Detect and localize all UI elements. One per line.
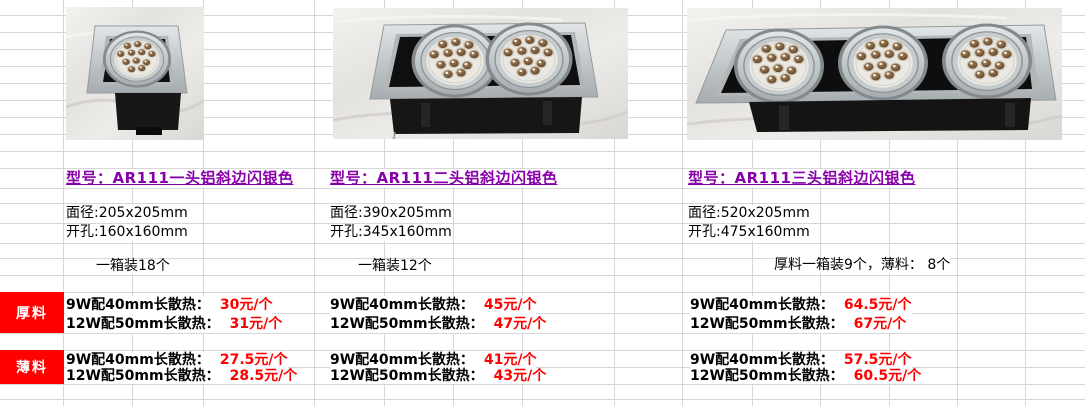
price-row: 9W配40mm长散热： 57.5元/个 (690, 352, 912, 368)
price-row: 9W配40mm长散热： 41元/个 (330, 352, 537, 368)
grid-hline (0, 243, 1085, 244)
ar111-2-head-downlight-photo (333, 8, 628, 139)
price-value: 47元/个 (493, 316, 547, 332)
packing-qty: 厚料一箱装9个，薄料： 8个 (774, 257, 951, 273)
grid-hline (0, 223, 1085, 224)
cutout-size: 开孔:160x160mm (66, 224, 188, 241)
lamp-head (410, 23, 500, 99)
price-label: 12W配50mm长散热： (66, 316, 220, 332)
grid-hline (0, 384, 1085, 385)
price-label: 9W配40mm长散热： (66, 352, 210, 368)
grid-hline (0, 313, 1085, 314)
price-value: 45元/个 (483, 297, 537, 313)
model-title: 型号：AR111一头铝斜边闪银色 (66, 169, 294, 187)
price-value: 57.5元/个 (843, 352, 912, 368)
cutout-size: 开孔:475x160mm (688, 224, 810, 241)
model-title: 型号：AR111三头铝斜边闪银色 (688, 169, 916, 187)
grid-hline (0, 399, 1085, 400)
lamp-head (941, 22, 1033, 100)
lamp-head (484, 21, 574, 97)
price-value: 28.5元/个 (229, 368, 298, 384)
price-label: 9W配40mm长散热： (690, 352, 834, 368)
price-row: 9W配40mm长散热： 27.5元/个 (66, 352, 288, 368)
fixture-housing (749, 98, 1031, 132)
lamp-head (102, 29, 172, 89)
price-label: 9W配40mm长散热： (66, 297, 210, 313)
grid-hline (0, 333, 1085, 334)
price-row: 12W配50mm长散热： 43元/个 (330, 368, 547, 384)
grid-hline (0, 292, 1085, 293)
ar111-1-head-downlight-photo (66, 7, 204, 140)
price-value: 27.5元/个 (219, 352, 288, 368)
thick-material-label: 厚料 (0, 292, 64, 333)
price-row: 12W配50mm长散热： 28.5元/个 (66, 368, 298, 384)
face-size: 面径:390x205mm (330, 205, 452, 222)
packing-qty: 一箱装18个 (96, 258, 170, 274)
grid-hline (0, 168, 1085, 169)
grid-hline (0, 367, 1085, 368)
packing-qty: 一箱装12个 (358, 258, 432, 274)
face-size: 面径:205x205mm (66, 205, 188, 222)
price-value: 67元/个 (853, 316, 907, 332)
price-label: 12W配50mm长散热： (330, 368, 484, 384)
price-row: 9W配40mm长散热： 30元/个 (66, 296, 273, 314)
price-label: 12W配50mm长散热： (690, 368, 844, 384)
grid-hline (0, 151, 1085, 152)
price-label: 9W配40mm长散热： (330, 297, 474, 313)
price-value: 60.5元/个 (853, 368, 922, 384)
grid-hline (0, 188, 1085, 189)
price-row: 12W配50mm长散热： 67元/个 (690, 315, 907, 333)
price-value: 41元/个 (483, 352, 537, 368)
lamp-head (733, 27, 825, 105)
cutout-size: 开孔:345x160mm (330, 224, 452, 241)
grid-hline (0, 203, 1085, 204)
price-row: 12W配50mm长散热： 31元/个 (66, 315, 283, 333)
price-label: 12W配50mm长散热： (330, 316, 484, 332)
price-label: 9W配40mm长散热： (330, 352, 474, 368)
lamp-head (837, 24, 929, 102)
price-value: 30元/个 (219, 297, 273, 313)
price-label: 12W配50mm长散热： (66, 368, 220, 384)
price-row: 9W配40mm长散热： 64.5元/个 (690, 296, 912, 314)
fixture-housing (115, 93, 181, 130)
price-value: 43元/个 (493, 368, 547, 384)
price-value: 64.5元/个 (843, 297, 912, 313)
price-row: 12W配50mm长散热： 47元/个 (330, 315, 547, 333)
ar111-3-head-downlight-photo (687, 8, 1062, 140)
price-row: 12W配50mm长散热： 60.5元/个 (690, 368, 922, 384)
grid-hline (0, 275, 1085, 276)
grid-hline (0, 350, 1085, 351)
price-label: 12W配50mm长散热： (690, 316, 844, 332)
price-row: 9W配40mm长散热： 45元/个 (330, 296, 537, 314)
thin-material-label: 薄料 (0, 350, 64, 384)
model-title: 型号：AR111二头铝斜边闪银色 (330, 169, 558, 187)
grid-hline (0, 258, 1085, 259)
fixture-housing (390, 97, 582, 134)
price-label: 9W配40mm长散热： (690, 297, 834, 313)
face-size: 面径:520x205mm (688, 205, 810, 222)
price-value: 31元/个 (229, 316, 283, 332)
